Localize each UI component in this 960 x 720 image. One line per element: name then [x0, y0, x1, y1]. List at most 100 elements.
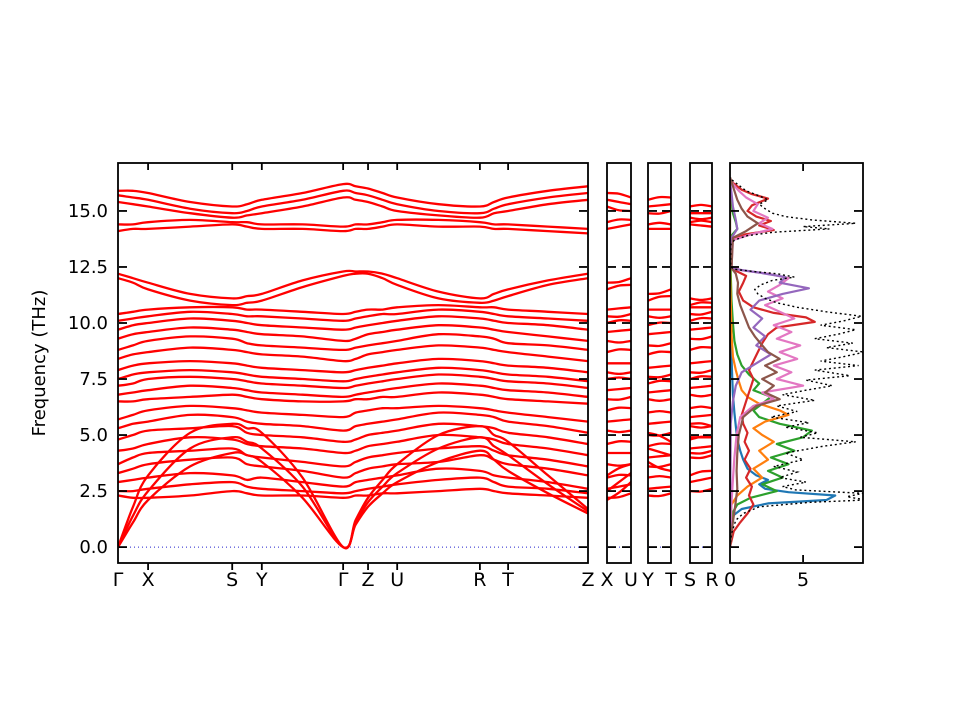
k-point-label: Y — [641, 569, 654, 591]
phonon-band — [118, 391, 588, 405]
total-dos-curve — [730, 177, 863, 548]
k-point-label: R — [473, 569, 486, 591]
phonon-band — [607, 198, 631, 206]
phonon-band — [648, 315, 671, 319]
projected-dos-red-curve — [730, 177, 816, 548]
phonon-band — [607, 440, 631, 446]
y-tick-label: 10.0 — [68, 313, 108, 334]
phonon-band — [690, 359, 712, 365]
dos-panel — [730, 176, 863, 548]
phonon-band — [118, 332, 588, 352]
phonon-band — [118, 404, 588, 423]
k-point-label: S — [226, 569, 238, 591]
phonon-band — [648, 447, 671, 457]
phonon-band — [118, 454, 588, 479]
phonon-band — [690, 335, 712, 341]
phonon-band — [690, 405, 712, 410]
phonon-band — [648, 221, 671, 226]
phonon-band — [648, 474, 671, 479]
phonon-band — [118, 324, 588, 343]
phonon-band — [648, 485, 671, 490]
phonon-band — [648, 364, 671, 369]
phonon-band — [690, 476, 712, 484]
phonon-band — [607, 492, 631, 499]
y-tick-label: 15.0 — [68, 201, 108, 222]
y-axis-label: Frequency (THz) — [29, 290, 50, 437]
phonon-band — [607, 339, 631, 344]
phonon-band — [118, 366, 588, 383]
phonon-band — [118, 196, 588, 219]
phonon-band — [690, 297, 712, 302]
phonon-band — [118, 308, 588, 322]
phonon-band — [607, 191, 631, 199]
phonon-band — [648, 342, 671, 348]
phonon-band — [607, 223, 631, 231]
phonon-band — [690, 445, 712, 450]
phonon-band — [118, 315, 588, 331]
dos-panel-border — [729, 162, 864, 564]
projected-dos-pink-curve — [730, 177, 805, 548]
k-point-label: U — [390, 569, 404, 591]
phonon-band — [607, 386, 631, 392]
dos-tick-label: 0 — [724, 569, 736, 591]
phonon-band — [690, 393, 712, 398]
phonon-band — [607, 395, 631, 401]
phonon-band — [690, 301, 712, 307]
phonon-band — [118, 272, 588, 307]
k-point-label: R — [705, 569, 718, 591]
yt-panel-border — [647, 162, 672, 564]
phonon-band — [607, 312, 631, 318]
phonon-band — [648, 420, 671, 425]
phonon-band — [690, 219, 712, 224]
phonon-band — [648, 373, 671, 379]
phonon-band — [118, 411, 588, 434]
phonon-band — [607, 283, 631, 291]
sr-panel-border — [689, 162, 713, 564]
phonon-band — [118, 344, 588, 363]
phonon-band — [648, 294, 671, 302]
xu-panel-border — [606, 162, 632, 564]
phonon-band — [118, 433, 588, 457]
phonon-band — [607, 473, 631, 479]
k-point-label: X — [142, 569, 155, 591]
projected-dos-purple-curve — [730, 181, 811, 548]
phonon-band — [607, 463, 631, 467]
k-point-label: T — [501, 569, 514, 591]
xu-panel — [607, 191, 631, 548]
phonon-band — [607, 418, 631, 423]
phonon-band — [118, 303, 588, 316]
projected-dos-brown-curve — [730, 176, 781, 548]
k-point-label: S — [684, 569, 696, 591]
phonon-band — [690, 435, 712, 441]
phonon-band — [607, 348, 631, 354]
phonon-band — [690, 310, 712, 316]
sr-panel — [690, 203, 712, 548]
k-point-label: Y — [255, 569, 268, 591]
phonon-band — [690, 223, 712, 228]
phonon-band — [648, 195, 671, 201]
phonon-band — [648, 442, 671, 448]
dos-tick-label: 5 — [797, 569, 809, 591]
phonon-band — [118, 422, 588, 446]
phonon-band — [690, 413, 712, 419]
phonon-band — [118, 223, 588, 235]
projected-dos-blue-curve — [730, 177, 837, 548]
k-point-label: Z — [581, 569, 594, 591]
phonon-band — [118, 422, 588, 550]
y-tick-label: 7.5 — [79, 369, 108, 390]
phonon-band — [690, 368, 712, 374]
phonon-band — [118, 357, 588, 374]
k-point-label: Z — [362, 569, 375, 591]
phonon-band — [118, 182, 588, 208]
phonon-band — [690, 316, 712, 322]
phonon-band — [118, 373, 588, 390]
phonon-band — [118, 382, 588, 399]
phonon-band — [690, 203, 712, 208]
phonon-band — [648, 492, 671, 498]
k-point-label: Γ — [113, 569, 124, 591]
phonon-band — [690, 345, 712, 352]
plot-area: Γ X S Y Γ Z U R T Z X U Y T S R 0 50.02.55.07.510.012.515… — [68, 162, 864, 591]
y-tick-label: 5.0 — [79, 425, 108, 446]
phonon-band — [690, 216, 712, 221]
